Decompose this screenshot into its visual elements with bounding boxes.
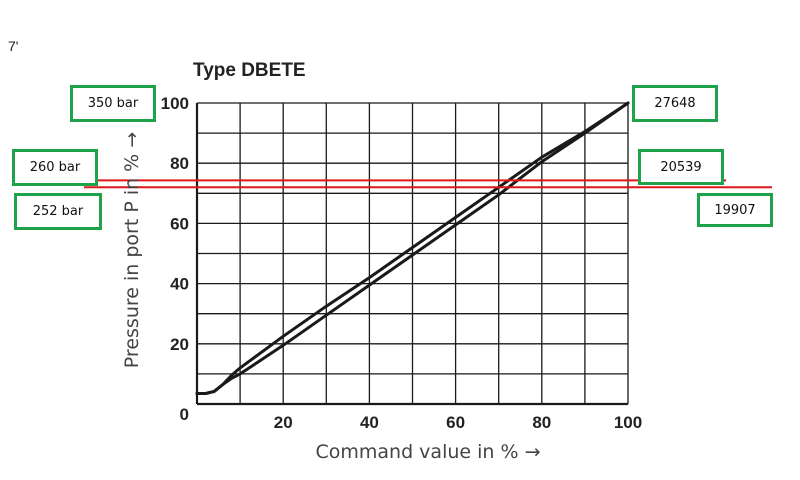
y-tick-label: 80: [170, 154, 189, 173]
y-axis-label: Pressure in port P in % →: [121, 132, 143, 368]
corner-mark: 7': [8, 38, 19, 54]
x-tick-label: 40: [360, 413, 379, 432]
x-tick-label: 80: [532, 413, 551, 432]
y-tick-label: 40: [170, 275, 189, 294]
axes: 20 40 60 80 100 0 20 40 60 80 100: [161, 94, 643, 432]
y-tick-label: 100: [161, 94, 189, 113]
callout-27648: 27648: [632, 85, 718, 122]
y-tick-label: 0: [180, 405, 189, 424]
callout-260-bar: 260 bar: [12, 149, 98, 186]
y-tick-label: 20: [170, 335, 189, 354]
series-layer: [195, 101, 630, 395]
callout-252-bar: 252 bar: [14, 193, 102, 230]
y-tick-label: 60: [170, 214, 189, 233]
callout-350-bar: 350 bar: [70, 85, 156, 122]
x-tick-label: 100: [614, 413, 642, 432]
callout-20539: 20539: [638, 149, 724, 185]
x-tick-label: 60: [446, 413, 465, 432]
chart-title: Type DBETE: [193, 60, 306, 81]
x-axis-label: Command value in % →: [315, 441, 540, 463]
marker-lines: [84, 179, 772, 189]
x-tick-label: 20: [274, 413, 293, 432]
series-line-2: [195, 101, 630, 395]
callout-19907: 19907: [697, 193, 773, 227]
